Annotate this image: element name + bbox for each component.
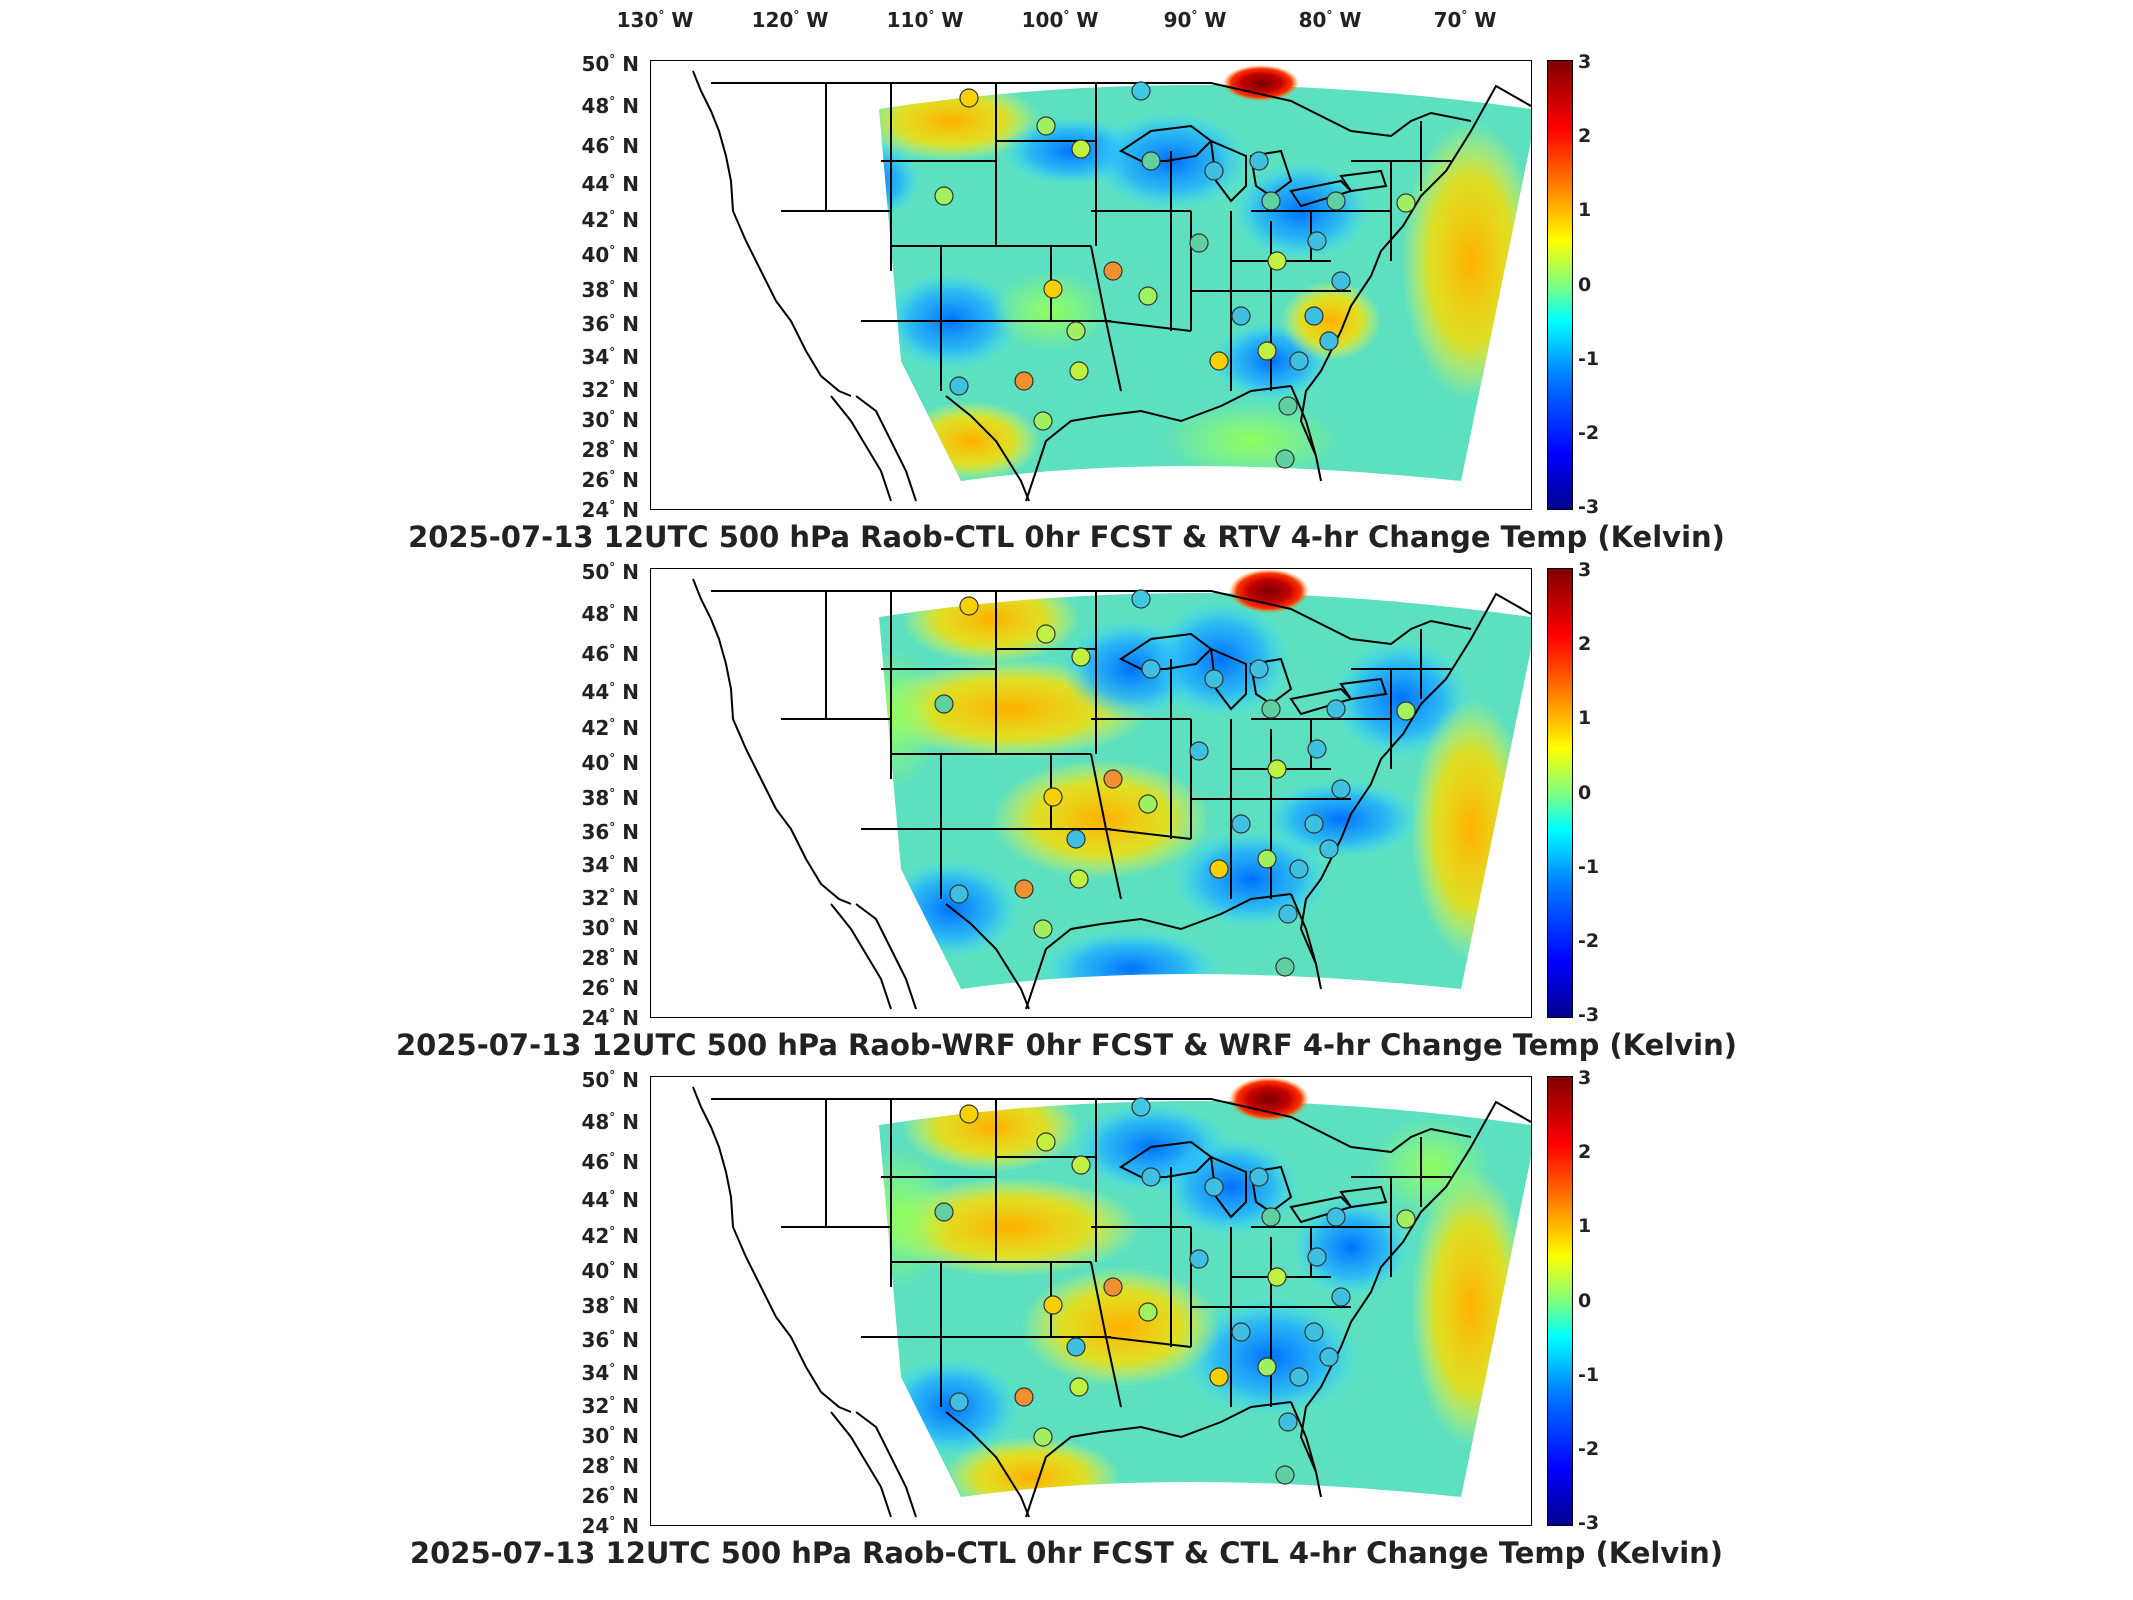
cbar-tick: -2 — [1578, 1438, 1600, 1460]
lon-label-100w: 100° W — [1021, 8, 1099, 32]
lat-label-28n: 28° N — [581, 1454, 639, 1478]
lat-label-34n: 34° N — [581, 345, 639, 369]
lat-label-32n: 32° N — [581, 1394, 639, 1418]
cbar-tick: 2 — [1578, 1141, 1592, 1163]
lon-label-110w: 110° W — [886, 8, 964, 32]
lat-label-50n: 50° N — [581, 560, 639, 584]
map-panel-2: 50° N 48° N 46° N 44° N 42° N 40° N 38° … — [0, 559, 2133, 1078]
colorbar-ticks: 3 2 1 0 -1 -2 -3 — [1578, 559, 1628, 1026]
lat-label-40n: 40° N — [581, 751, 639, 775]
lat-label-26n: 26° N — [581, 1484, 639, 1508]
lat-label-44n: 44° N — [581, 1188, 639, 1212]
lat-label-36n: 36° N — [581, 820, 639, 844]
lat-label-40n: 40° N — [581, 243, 639, 267]
cbar-tick: -1 — [1578, 856, 1600, 878]
lat-label-32n: 32° N — [581, 378, 639, 402]
cbar-tick: -2 — [1578, 930, 1600, 952]
lat-label-48n: 48° N — [581, 602, 639, 626]
lat-label-50n: 50° N — [581, 1068, 639, 1092]
lat-label-38n: 38° N — [581, 786, 639, 810]
lat-label-24n: 24° N — [581, 1514, 639, 1538]
lat-label-44n: 44° N — [581, 680, 639, 704]
lat-label-30n: 30° N — [581, 408, 639, 432]
lat-label-26n: 26° N — [581, 468, 639, 492]
cbar-tick: 2 — [1578, 125, 1592, 147]
temperature-map — [650, 1076, 1532, 1526]
lat-label-30n: 30° N — [581, 916, 639, 940]
cbar-tick: -3 — [1578, 1004, 1600, 1026]
lat-label-34n: 34° N — [581, 853, 639, 877]
cbar-tick: -1 — [1578, 1364, 1600, 1386]
cbar-tick: 0 — [1578, 274, 1592, 296]
cbar-tick: -1 — [1578, 348, 1600, 370]
lat-label-28n: 28° N — [581, 946, 639, 970]
cbar-tick: 3 — [1578, 1067, 1592, 1089]
cbar-tick: 0 — [1578, 1290, 1592, 1312]
latitude-axis: 50° N 48° N 46° N 44° N 42° N 40° N 38° … — [560, 52, 645, 522]
lat-label-38n: 38° N — [581, 278, 639, 302]
lon-label-90w: 90° W — [1163, 8, 1227, 32]
lon-label-130w: 130° W — [616, 8, 694, 32]
cbar-tick: 0 — [1578, 782, 1592, 804]
longitude-axis: 130° W 120° W 110° W 100° W 90° W 80° W … — [0, 0, 2133, 40]
lat-label-48n: 48° N — [581, 94, 639, 118]
map-panel-3: 50° N 48° N 46° N 44° N 42° N 40° N 38° … — [0, 1067, 2133, 1586]
latitude-axis: 50° N 48° N 46° N 44° N 42° N 40° N 38° … — [560, 560, 645, 1030]
colorbar — [1547, 1076, 1573, 1526]
lat-label-50n: 50° N — [581, 52, 639, 76]
cbar-tick: 2 — [1578, 633, 1592, 655]
cbar-tick: -3 — [1578, 1512, 1600, 1534]
latitude-axis: 50° N 48° N 46° N 44° N 42° N 40° N 38° … — [560, 1068, 645, 1538]
cbar-tick: 1 — [1578, 1215, 1592, 1237]
colorbar-ticks: 3 2 1 0 -1 -2 -3 — [1578, 1067, 1628, 1534]
cbar-tick: 3 — [1578, 559, 1592, 581]
lat-label-30n: 30° N — [581, 1424, 639, 1448]
lat-label-38n: 38° N — [581, 1294, 639, 1318]
panel-title: 2025-07-13 12UTC 500 hPa Raob-CTL 0hr FC… — [408, 520, 1725, 554]
lat-label-42n: 42° N — [581, 208, 639, 232]
lat-label-46n: 46° N — [581, 642, 639, 666]
lat-label-48n: 48° N — [581, 1110, 639, 1134]
panel-title: 2025-07-13 12UTC 500 hPa Raob-CTL 0hr FC… — [409, 1536, 1724, 1570]
cbar-tick: 3 — [1578, 51, 1592, 73]
cbar-tick: -3 — [1578, 496, 1600, 518]
lon-label-70w: 70° W — [1433, 8, 1497, 32]
panel-title: 2025-07-13 12UTC 500 hPa Raob-WRF 0hr FC… — [395, 1028, 1737, 1062]
lat-label-34n: 34° N — [581, 1361, 639, 1385]
cbar-tick: 1 — [1578, 199, 1592, 221]
temperature-map — [650, 568, 1532, 1018]
lat-label-28n: 28° N — [581, 438, 639, 462]
colorbar — [1547, 60, 1573, 510]
cbar-tick: -2 — [1578, 422, 1600, 444]
lat-label-42n: 42° N — [581, 1224, 639, 1248]
lat-label-36n: 36° N — [581, 1328, 639, 1352]
colorbar — [1547, 568, 1573, 1018]
lat-label-24n: 24° N — [581, 498, 639, 522]
lat-label-44n: 44° N — [581, 172, 639, 196]
temperature-map — [650, 60, 1532, 510]
lat-label-26n: 26° N — [581, 976, 639, 1000]
lon-label-120w: 120° W — [751, 8, 829, 32]
lat-label-46n: 46° N — [581, 1150, 639, 1174]
lat-label-40n: 40° N — [581, 1259, 639, 1283]
lat-label-42n: 42° N — [581, 716, 639, 740]
lat-label-36n: 36° N — [581, 312, 639, 336]
lat-label-24n: 24° N — [581, 1006, 639, 1030]
lat-label-32n: 32° N — [581, 886, 639, 910]
lon-label-80w: 80° W — [1298, 8, 1362, 32]
lat-label-46n: 46° N — [581, 134, 639, 158]
cbar-tick: 1 — [1578, 707, 1592, 729]
map-panel-1: 50° N 48° N 46° N 44° N 42° N 40° N 38° … — [0, 51, 2133, 570]
colorbar-ticks: 3 2 1 0 -1 -2 -3 — [1578, 51, 1628, 518]
